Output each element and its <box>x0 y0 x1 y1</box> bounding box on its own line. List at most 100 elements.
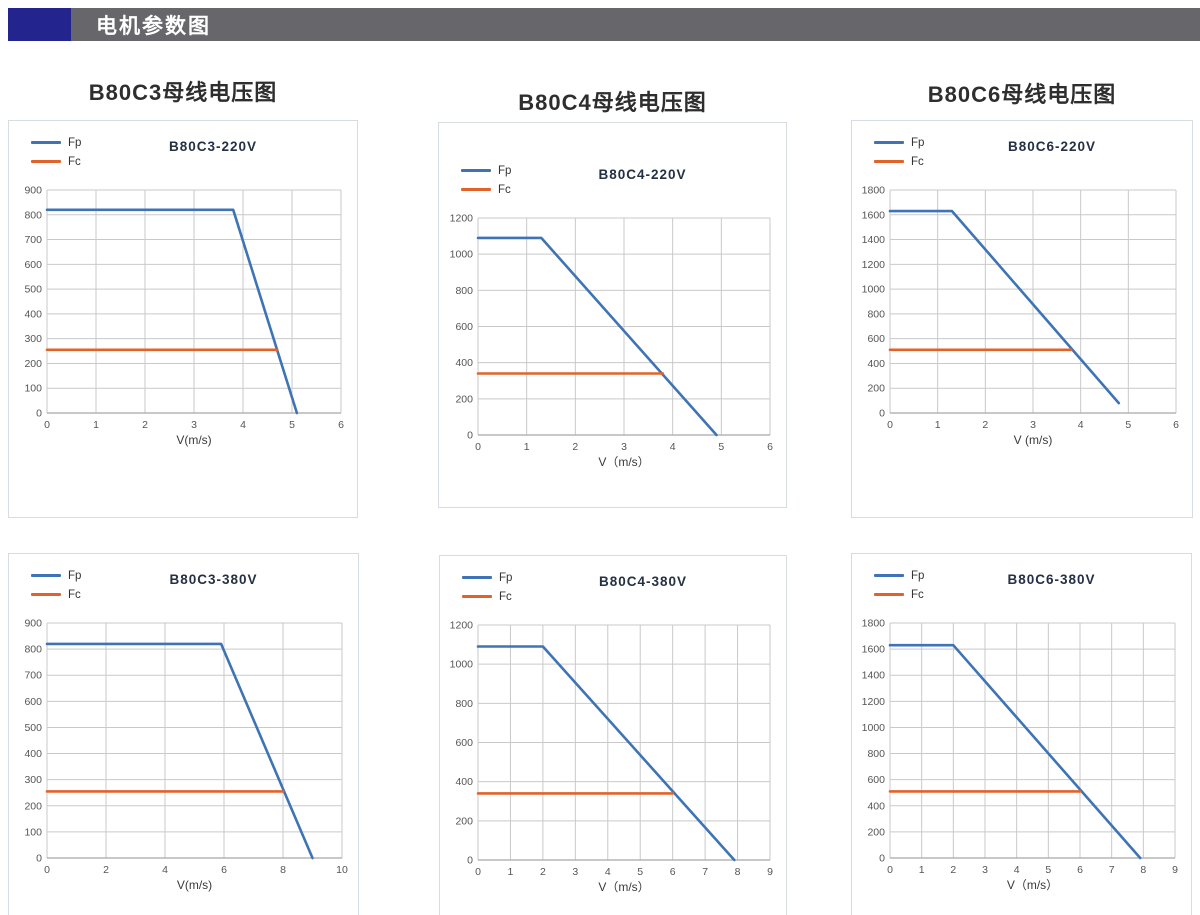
chart-panel-b80c3-220v: Fp Fc B80C3-220V 0 1 2 3 4 5 6 0 100 200 300 400 500… <box>8 120 358 518</box>
svg-text:400: 400 <box>455 357 473 369</box>
chart-head: Fp Fc B80C3-380V <box>9 564 358 616</box>
svg-text:600: 600 <box>455 321 473 333</box>
svg-text:5: 5 <box>637 866 643 878</box>
svg-text:1000: 1000 <box>862 722 886 734</box>
svg-text:V(m/s): V(m/s) <box>177 878 212 892</box>
svg-text:1000: 1000 <box>449 249 473 261</box>
svg-text:8: 8 <box>1140 864 1146 876</box>
svg-text:V（m/s）: V（m/s） <box>598 455 649 469</box>
svg-text:4: 4 <box>669 441 675 453</box>
svg-text:4: 4 <box>162 864 168 876</box>
svg-text:V (m/s): V (m/s) <box>1014 433 1053 447</box>
chart-panel-b80c4-380v: Fp Fc B80C4-380V 0 1 2 3 4 5 6 7 8 9 0 200 400 600 800… <box>439 555 787 915</box>
svg-text:900: 900 <box>24 185 42 197</box>
chart-panel-b80c6-220v: Fp Fc B80C6-220V 0 1 2 3 4 5 6 0 200 400 600 800 100… <box>851 120 1193 518</box>
chart-head: Fp Fc B80C6-220V <box>852 131 1192 183</box>
fp-line-swatch <box>462 576 492 579</box>
svg-text:5: 5 <box>289 419 295 431</box>
svg-text:1800: 1800 <box>862 618 886 630</box>
chart-title: B80C4-380V <box>598 574 688 589</box>
svg-text:7: 7 <box>1109 864 1115 876</box>
svg-text:1600: 1600 <box>862 644 886 656</box>
chart-canvas: 0 2 4 6 8 100100200300400500600700800900V(m/s… <box>24 618 348 892</box>
section-header: 电机参数图 <box>0 8 1200 41</box>
svg-text:1800: 1800 <box>862 185 886 197</box>
legend-label-fp: Fp <box>68 569 82 582</box>
svg-text:4: 4 <box>1078 419 1084 431</box>
legend-label-fp: Fp <box>499 571 513 584</box>
legend-label-fp: Fp <box>68 136 82 149</box>
svg-text:3: 3 <box>621 441 627 453</box>
svg-text:1: 1 <box>919 864 925 876</box>
svg-text:400: 400 <box>867 800 885 812</box>
svg-text:300: 300 <box>24 774 42 786</box>
fc-line-swatch <box>31 160 61 163</box>
svg-text:1200: 1200 <box>862 259 886 271</box>
svg-text:3: 3 <box>982 864 988 876</box>
fp-line-swatch <box>31 141 61 144</box>
svg-text:2: 2 <box>950 864 956 876</box>
svg-text:5: 5 <box>718 441 724 453</box>
chart-title: B80C6-380V <box>1007 572 1096 587</box>
svg-text:6: 6 <box>670 866 676 878</box>
legend-label-fc: Fc <box>68 155 81 168</box>
svg-text:2: 2 <box>572 441 578 453</box>
svg-text:3: 3 <box>572 866 578 878</box>
legend-label-fc: Fc <box>499 590 512 603</box>
svg-text:2: 2 <box>142 419 148 431</box>
svg-text:600: 600 <box>867 774 885 786</box>
svg-text:V(m/s): V(m/s) <box>176 433 211 447</box>
legend-item-fc: Fc <box>461 180 511 199</box>
svg-text:800: 800 <box>24 209 42 221</box>
svg-text:0: 0 <box>36 853 42 865</box>
svg-text:1400: 1400 <box>862 234 886 246</box>
svg-text:200: 200 <box>24 800 42 812</box>
legend-item-fc: Fc <box>874 152 924 171</box>
chart-legend: Fp Fc <box>874 566 924 604</box>
svg-text:2: 2 <box>982 419 988 431</box>
svg-text:900: 900 <box>24 618 42 630</box>
legend-item-fp: Fp <box>461 161 511 180</box>
svg-text:4: 4 <box>1014 864 1020 876</box>
svg-text:600: 600 <box>24 696 42 708</box>
legend-label-fc: Fc <box>498 183 511 196</box>
section-title: 电机参数图 <box>96 14 211 38</box>
svg-text:500: 500 <box>24 722 42 734</box>
svg-text:400: 400 <box>867 358 885 370</box>
svg-text:200: 200 <box>455 815 473 827</box>
fp-line-swatch <box>461 169 491 172</box>
svg-text:100: 100 <box>24 826 42 838</box>
svg-text:3: 3 <box>1030 419 1036 431</box>
chart-canvas: 0 1 2 3 4 5 6 7 8 9 0 200 400 600 800 1000 1200 1400 1600 1… <box>862 618 1178 892</box>
header-bar: 电机参数图 <box>8 8 1200 41</box>
fc-line-swatch <box>874 160 904 163</box>
svg-text:10: 10 <box>336 864 348 876</box>
svg-text:6: 6 <box>221 864 227 876</box>
chart-panel-b80c6-380v: Fp Fc B80C6-380V 0 1 2 3 4 5 6 7 8 9 0 200 400 600 800… <box>851 553 1192 915</box>
svg-text:800: 800 <box>24 644 42 656</box>
chart-title: B80C6-220V <box>1007 139 1097 154</box>
svg-text:3: 3 <box>191 419 197 431</box>
svg-text:6: 6 <box>1173 419 1179 431</box>
legend-item-fc: Fc <box>31 152 81 171</box>
svg-text:200: 200 <box>455 393 473 405</box>
chart-legend: Fp Fc <box>31 566 81 604</box>
legend-label-fc: Fc <box>68 588 81 601</box>
svg-text:1200: 1200 <box>449 213 473 225</box>
svg-text:400: 400 <box>24 308 42 320</box>
chart-canvas: 0 1 2 3 4 5 6 0 200 400 600 800 1000 1200 1400 1600 1800… <box>862 185 1179 447</box>
chart-head: Fp Fc B80C4-220V <box>439 159 786 211</box>
legend-label-fc: Fc <box>911 588 924 601</box>
chart-legend: Fp Fc <box>31 133 81 171</box>
svg-text:100: 100 <box>24 383 42 395</box>
svg-text:0: 0 <box>467 430 473 442</box>
legend-item-fp: Fp <box>31 566 81 585</box>
svg-text:6: 6 <box>1077 864 1083 876</box>
chart-legend: Fp Fc <box>462 568 512 606</box>
chart-head: Fp Fc B80C3-220V <box>9 131 357 183</box>
svg-text:V（m/s）: V（m/s） <box>598 880 649 894</box>
svg-text:0: 0 <box>887 864 893 876</box>
svg-text:1000: 1000 <box>862 284 886 296</box>
legend-item-fc: Fc <box>31 585 81 604</box>
